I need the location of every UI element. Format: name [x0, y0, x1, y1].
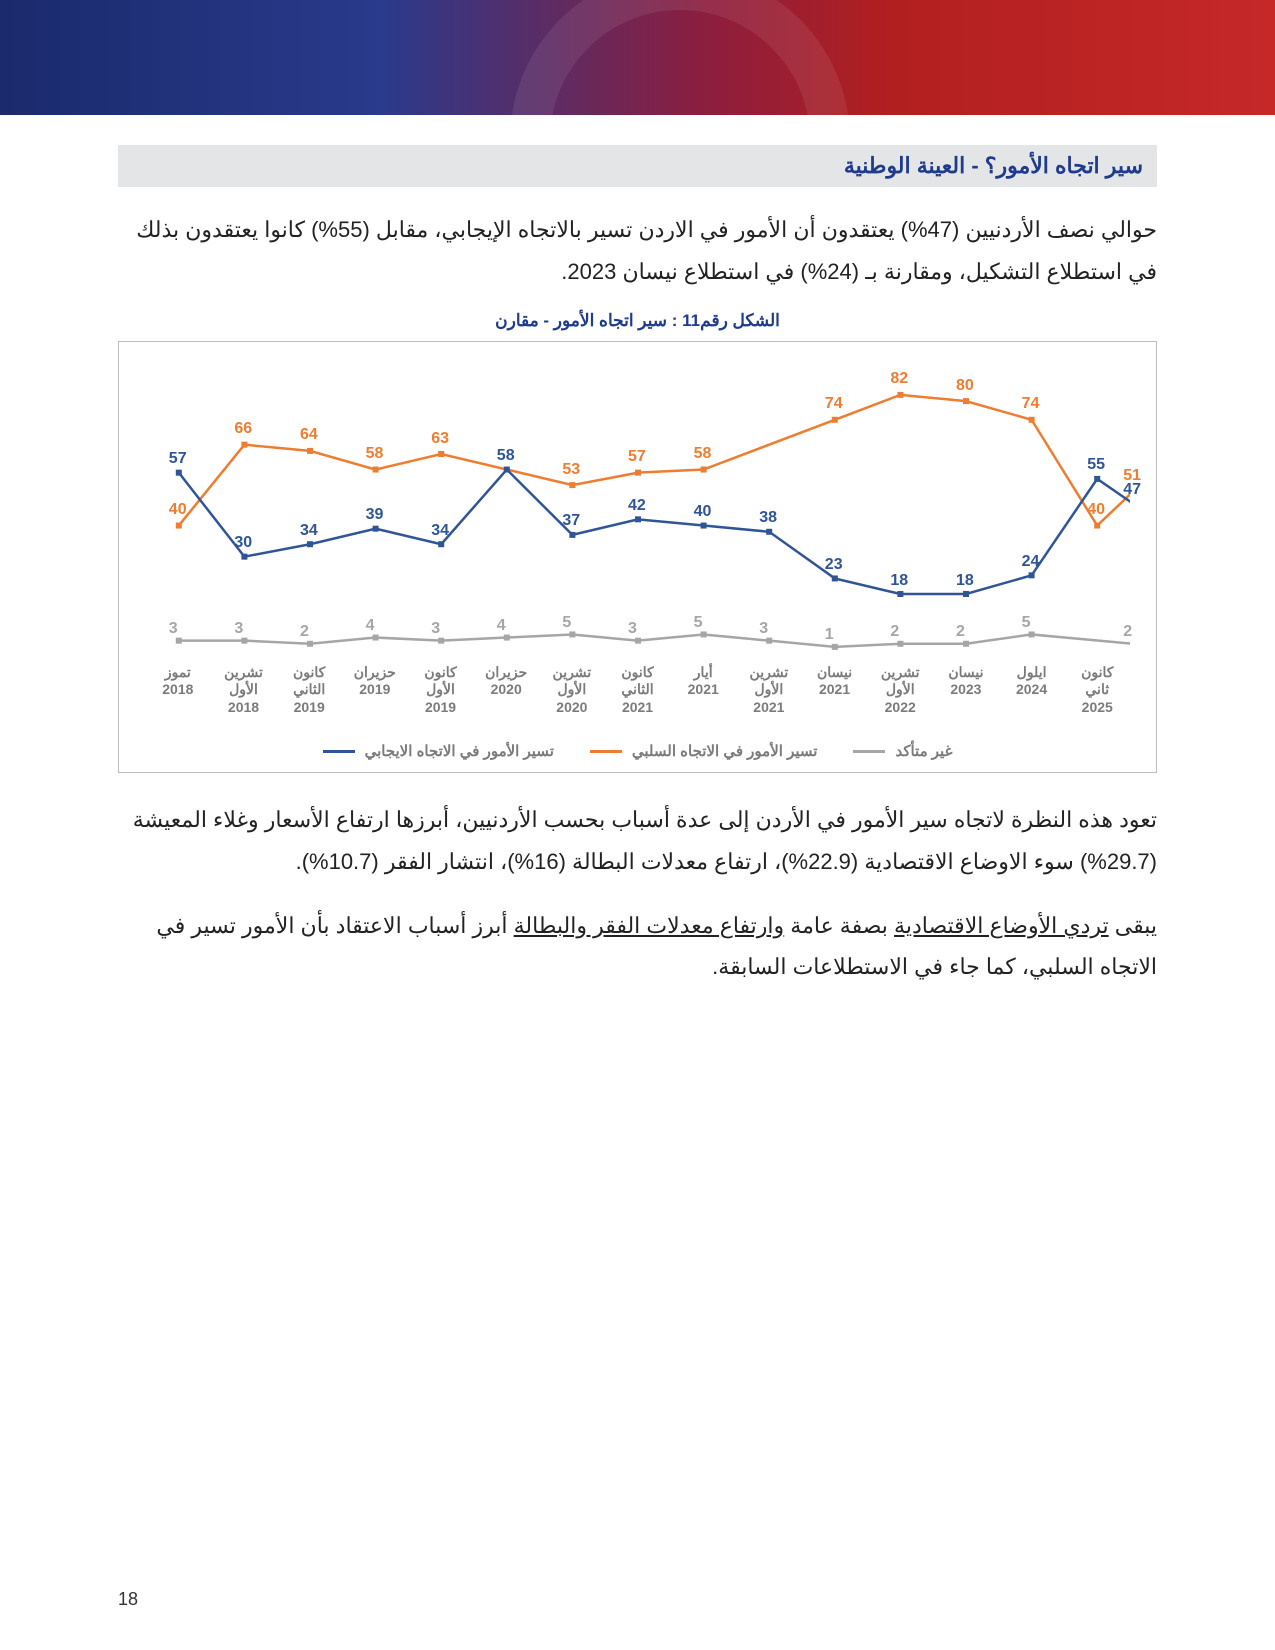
- chart-title: الشكل رقم11 : سير اتجاه الأمور - مقارن: [118, 311, 1157, 331]
- paragraph-2: تعود هذه النظرة لاتجاه سير الأمور في الأ…: [118, 799, 1157, 883]
- chart-x-axis: تموز2018تشرينالأول2018كانونالثاني2019حزي…: [145, 664, 1130, 717]
- paragraph-3: يبقى تردي الأوضاع الاقتصادية بصفة عامة و…: [118, 905, 1157, 989]
- chart-x-tick: نيسان2021: [802, 664, 868, 717]
- p3-u2: وارتفاع معدلات الفقر والبطالة: [514, 913, 785, 938]
- top-banner: [0, 0, 1275, 115]
- chart-x-tick: حزيران2019: [342, 664, 408, 717]
- legend-item-unsure: غير متأكد: [853, 742, 952, 760]
- chart-x-tick: تشرينالأول2022: [867, 664, 933, 717]
- chart-x-tick: تشرينالأول2020: [539, 664, 605, 717]
- p3-a: يبقى: [1109, 913, 1157, 938]
- chart-x-tick: تموز2018: [145, 664, 211, 717]
- page-number: 18: [118, 1589, 138, 1610]
- section-header: سير اتجاه الأمور؟ - العينة الوطنية: [118, 145, 1157, 187]
- chart-x-tick: ايلول2024: [999, 664, 1065, 717]
- chart-x-tick: كانونثاني2025: [1064, 664, 1130, 717]
- legend-item-negative: تسير الأمور في الاتجاه السلبي: [590, 742, 818, 760]
- chart-x-tick: كانونالأول2019: [408, 664, 474, 717]
- chart-x-tick: كانونالثاني2021: [605, 664, 671, 717]
- chart-x-tick: تشرينالأول2018: [211, 664, 277, 717]
- chart-x-tick: حزيران2020: [473, 664, 539, 717]
- chart-x-tick: أيار2021: [670, 664, 736, 717]
- chart-x-tick: تشرينالأول2021: [736, 664, 802, 717]
- legend-item-positive: تسير الأمور في الاتجاه الايجابي: [323, 742, 554, 760]
- p3-u1: تردي الأوضاع الاقتصادية: [894, 913, 1109, 938]
- paragraph-1: حوالي نصف الأردنيين (47%) يعتقدون أن الأ…: [118, 209, 1157, 293]
- chart-x-tick: كانونالثاني2019: [276, 664, 342, 717]
- direction-chart: 3324345353122524066645863535758748280744…: [118, 341, 1157, 774]
- p3-b: بصفة عامة: [784, 913, 894, 938]
- chart-legend: غير متأكد تسير الأمور في الاتجاه السلبي تس…: [145, 732, 1130, 760]
- chart-x-tick: نيسان2023: [933, 664, 999, 717]
